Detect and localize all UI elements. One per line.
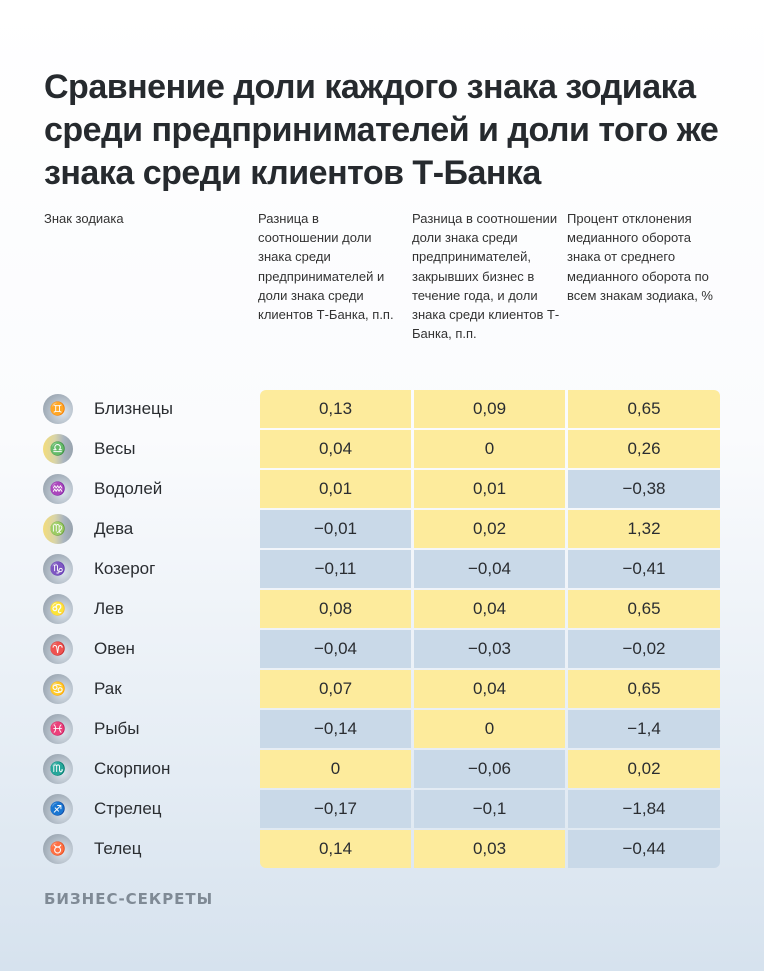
zodiac-icon: ♑ — [43, 554, 73, 584]
table-row: ♊ Близнецы 0,13 0,09 0,65 — [0, 390, 764, 428]
value-cell: −0,38 — [568, 470, 720, 508]
value-cell: −0,01 — [260, 510, 411, 548]
value-cell: 0,65 — [568, 390, 720, 428]
sign-name: Весы — [94, 439, 136, 458]
value-cell: −0,02 — [568, 630, 720, 668]
header-col3: Процент отклонения медианного оборота зн… — [567, 211, 713, 303]
value-cell: −1,4 — [568, 710, 720, 748]
table-row: ♈ Овен −0,04 −0,03 −0,02 — [0, 630, 764, 668]
value-cell: 0,26 — [568, 430, 720, 468]
value-cell: 0 — [260, 750, 411, 788]
sign-name: Дева — [94, 519, 134, 538]
header-col2: Разница в соотношении доли знака среди п… — [412, 211, 560, 342]
page-title: Сравнение доли каждого знака зодиака сре… — [44, 68, 719, 192]
zodiac-icon: ♏ — [43, 754, 73, 784]
table-row: ♏ Скорпион 0 −0,06 0,02 — [0, 750, 764, 788]
header-col1: Разница в соотношении доли знака среди п… — [258, 211, 394, 323]
value-cell: 0,65 — [568, 670, 720, 708]
value-cell: −0,41 — [568, 550, 720, 588]
sign-name: Стрелец — [94, 799, 162, 818]
value-cell: −0,17 — [260, 790, 411, 828]
value-cell: −0,06 — [414, 750, 565, 788]
value-cell: 0,14 — [260, 830, 411, 868]
zodiac-icon: ♍ — [43, 514, 73, 544]
value-cell: 0,02 — [568, 750, 720, 788]
value-cell: 0,07 — [260, 670, 411, 708]
table-row: ♒ Водолей 0,01 0,01 −0,38 — [0, 470, 764, 508]
value-cell: −0,44 — [568, 830, 720, 868]
table-row: ♑ Козерог −0,11 −0,04 −0,41 — [0, 550, 764, 588]
sign-name: Водолей — [94, 479, 163, 498]
table-row: ♋ Рак 0,07 0,04 0,65 — [0, 670, 764, 708]
value-cell: −0,04 — [414, 550, 565, 588]
value-cell: 0,04 — [414, 670, 565, 708]
value-cell: −0,03 — [414, 630, 565, 668]
header-sign: Знак зодиака — [44, 211, 124, 226]
table-row: ♐ Стрелец −0,17 −0,1 −1,84 — [0, 790, 764, 828]
zodiac-icon: ♒ — [43, 474, 73, 504]
value-cell: 0,01 — [260, 470, 411, 508]
zodiac-icon: ♋ — [43, 674, 73, 704]
value-cell: 0,03 — [414, 830, 565, 868]
sign-name: Лев — [94, 599, 124, 618]
sign-name: Телец — [94, 839, 142, 858]
table-row: ♓ Рыбы −0,14 0 −1,4 — [0, 710, 764, 748]
sign-name: Козерог — [94, 559, 156, 578]
zodiac-icon: ♈ — [43, 634, 73, 664]
sign-name: Скорпион — [94, 759, 171, 778]
sign-name: Овен — [94, 639, 135, 658]
sign-name: Близнецы — [94, 399, 173, 418]
value-cell: 0,08 — [260, 590, 411, 628]
table-row: ♎ Весы 0,04 0 0,26 — [0, 430, 764, 468]
value-cell: 0,02 — [414, 510, 565, 548]
sign-name: Рыбы — [94, 719, 140, 738]
value-cell: 1,32 — [568, 510, 720, 548]
value-cell: −1,84 — [568, 790, 720, 828]
value-cell: 0 — [414, 710, 565, 748]
value-cell: 0,13 — [260, 390, 411, 428]
zodiac-icon: ♌ — [43, 594, 73, 624]
value-cell: 0,04 — [414, 590, 565, 628]
zodiac-icon: ♉ — [43, 834, 73, 864]
value-cell: −0,1 — [414, 790, 565, 828]
sign-name: Рак — [94, 679, 122, 698]
value-cell: −0,11 — [260, 550, 411, 588]
value-cell: 0,04 — [260, 430, 411, 468]
value-cell: −0,04 — [260, 630, 411, 668]
value-cell: 0,65 — [568, 590, 720, 628]
zodiac-icon: ♎ — [43, 434, 73, 464]
table-row: ♍ Дева −0,01 0,02 1,32 — [0, 510, 764, 548]
table-row: ♌ Лев 0,08 0,04 0,65 — [0, 590, 764, 628]
value-cell: −0,14 — [260, 710, 411, 748]
value-cell: 0 — [414, 430, 565, 468]
zodiac-icon: ♊ — [43, 394, 73, 424]
zodiac-icon: ♐ — [43, 794, 73, 824]
value-cell: 0,09 — [414, 390, 565, 428]
brand-logo: БИЗНЕС-СЕКРЕТЫ — [44, 890, 214, 908]
zodiac-icon: ♓ — [43, 714, 73, 744]
table-row: ♉ Телец 0,14 0,03 −0,44 — [0, 830, 764, 868]
value-cell: 0,01 — [414, 470, 565, 508]
